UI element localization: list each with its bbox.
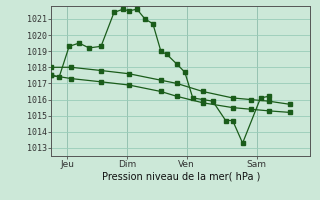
X-axis label: Pression niveau de la mer( hPa ): Pression niveau de la mer( hPa ) [102,172,260,182]
